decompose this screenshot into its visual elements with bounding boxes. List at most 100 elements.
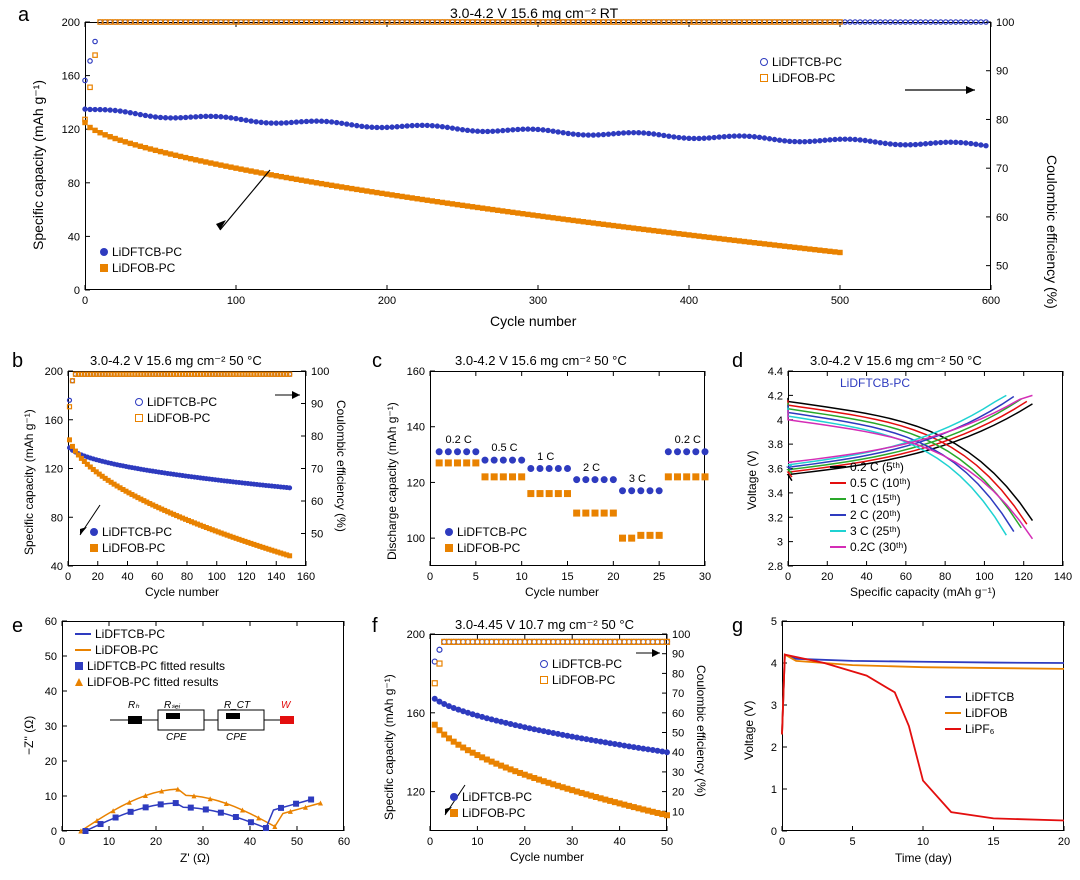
- svg-text:4: 4: [777, 415, 783, 427]
- rate-label: 0.2 C: [446, 434, 472, 446]
- svg-text:60: 60: [900, 571, 912, 583]
- svg-text:80: 80: [939, 571, 951, 583]
- svg-text:200: 200: [62, 17, 80, 29]
- g-y: Voltage (V): [742, 701, 756, 760]
- svg-text:500: 500: [831, 295, 849, 307]
- svg-text:4.4: 4.4: [768, 366, 783, 378]
- panel-c-svg: 051015202530100120140160: [360, 350, 720, 615]
- svg-text:300: 300: [529, 295, 547, 307]
- svg-text:0: 0: [427, 836, 433, 848]
- svg-text:15: 15: [987, 836, 999, 848]
- svg-text:3.8: 3.8: [768, 439, 783, 451]
- svg-text:160: 160: [407, 366, 425, 378]
- svg-text:120: 120: [237, 571, 255, 583]
- svg-text:3.4: 3.4: [768, 488, 783, 500]
- svg-text:R_CT: R_CT: [224, 700, 251, 711]
- legend-item: LiDFTCB-PC: [100, 245, 182, 259]
- rate-label: 1 C: [537, 451, 554, 463]
- svg-text:40: 40: [613, 836, 625, 848]
- legend-item: LiPF₆: [945, 722, 1014, 736]
- svg-text:70: 70: [672, 688, 684, 700]
- legend-item: LiDFOB-PC: [450, 806, 532, 820]
- legend-item: LiDFTCB-PC fitted results: [75, 659, 225, 673]
- svg-text:0: 0: [771, 826, 777, 838]
- svg-text:30: 30: [566, 836, 578, 848]
- panel-f-svg: 0102030405012016020010203040506070809010…: [360, 615, 720, 880]
- svg-text:70: 70: [311, 464, 323, 476]
- svg-text:0: 0: [51, 826, 57, 838]
- svg-text:50: 50: [661, 836, 673, 848]
- legend-label: LiDFTCB-PC: [552, 657, 622, 671]
- legend-label: LiDFOB-PC: [95, 643, 158, 657]
- rate-label: 3 C: [629, 473, 646, 485]
- svg-text:10: 10: [917, 836, 929, 848]
- svg-text:60: 60: [996, 212, 1008, 224]
- svg-text:1: 1: [771, 784, 777, 796]
- svg-text:15: 15: [561, 571, 573, 583]
- a-yleft-label: Specific capacity (mAh g⁻¹): [30, 80, 47, 250]
- svg-text:50: 50: [672, 728, 684, 740]
- svg-text:100: 100: [208, 571, 226, 583]
- svg-text:3: 3: [777, 537, 783, 549]
- legend-item: LiDFTCB-PC: [90, 525, 172, 539]
- legend-label: LiDFOB-PC: [457, 541, 520, 555]
- svg-text:140: 140: [267, 571, 285, 583]
- svg-text:0: 0: [74, 285, 80, 297]
- svg-text:60: 60: [151, 571, 163, 583]
- f-x: Cycle number: [510, 850, 584, 864]
- svg-text:160: 160: [62, 71, 80, 83]
- legend-label: LiDFOB-PC: [462, 806, 525, 820]
- svg-text:10: 10: [45, 791, 57, 803]
- svg-text:20: 20: [45, 756, 57, 768]
- svg-text:40: 40: [51, 561, 63, 573]
- panel-a: a 3.0-4.2 V 15.6 mg cm⁻² RT 010020030040…: [0, 0, 1080, 345]
- svg-text:30: 30: [672, 767, 684, 779]
- svg-text:140: 140: [1054, 571, 1072, 583]
- legend-item: 0.5 C (10ᵗʰ): [830, 476, 911, 490]
- svg-text:50: 50: [996, 261, 1008, 273]
- legend-label: LiDFTCB: [965, 690, 1014, 704]
- c-y: Discharge capacity (mAh g⁻¹): [385, 402, 399, 560]
- svg-text:0: 0: [785, 571, 791, 583]
- svg-text:4.2: 4.2: [768, 390, 783, 402]
- svg-text:120: 120: [407, 787, 425, 799]
- svg-text:40: 40: [45, 686, 57, 698]
- legend-label: LiDFOB-PC: [147, 411, 210, 425]
- f-yleft: Specific capacity (mAh g⁻¹): [382, 674, 396, 820]
- svg-text:50: 50: [291, 836, 303, 848]
- svg-text:100: 100: [672, 629, 690, 641]
- legend-label: LiDFOB-PC: [772, 71, 835, 85]
- legend-item: LiDFOB-PC fitted results: [75, 675, 225, 689]
- rate-label: 0.5 C: [491, 442, 517, 454]
- svg-text:Rₛₑᵢ: Rₛₑᵢ: [164, 700, 181, 711]
- panel-b-svg: 0204060801001201401604080120160200506070…: [0, 350, 360, 615]
- svg-text:80: 80: [181, 571, 193, 583]
- legend-item: 0.2 C (5ᵗʰ): [830, 460, 911, 474]
- svg-text:4: 4: [771, 658, 777, 670]
- g-x: Time (day): [895, 851, 952, 865]
- svg-text:200: 200: [45, 366, 63, 378]
- legend-item: LiDFOB-PC: [135, 411, 217, 425]
- svg-text:25: 25: [653, 571, 665, 583]
- panel-g-svg: 05101520012345: [720, 615, 1080, 880]
- panel-g: g 05101520012345 Voltage (V) Time (day) …: [720, 615, 1080, 878]
- svg-text:30: 30: [699, 571, 711, 583]
- svg-text:0: 0: [82, 295, 88, 307]
- svg-text:40: 40: [672, 747, 684, 759]
- svg-text:W: W: [281, 700, 292, 711]
- svg-text:120: 120: [1015, 571, 1033, 583]
- svg-text:100: 100: [311, 366, 329, 378]
- svg-text:60: 60: [311, 496, 323, 508]
- panel-a-svg: 0100200300400500600040801201602005060708…: [0, 0, 1080, 345]
- svg-text:160: 160: [297, 571, 315, 583]
- legend-label: 0.2 C (5ᵗʰ): [850, 460, 904, 474]
- svg-text:0: 0: [65, 571, 71, 583]
- svg-text:40: 40: [68, 231, 80, 243]
- svg-text:80: 80: [51, 512, 63, 524]
- legend-label: LiDFOB-PC: [112, 261, 175, 275]
- e-y: −Z'' (Ω): [22, 716, 36, 755]
- panel-d: d 3.0-4.2 V 15.6 mg cm⁻² 50 °C 020406080…: [720, 350, 1080, 615]
- legend-label: LiPF₆: [965, 722, 995, 736]
- svg-text:0: 0: [779, 836, 785, 848]
- legend-label: LiDFOB-PC: [102, 541, 165, 555]
